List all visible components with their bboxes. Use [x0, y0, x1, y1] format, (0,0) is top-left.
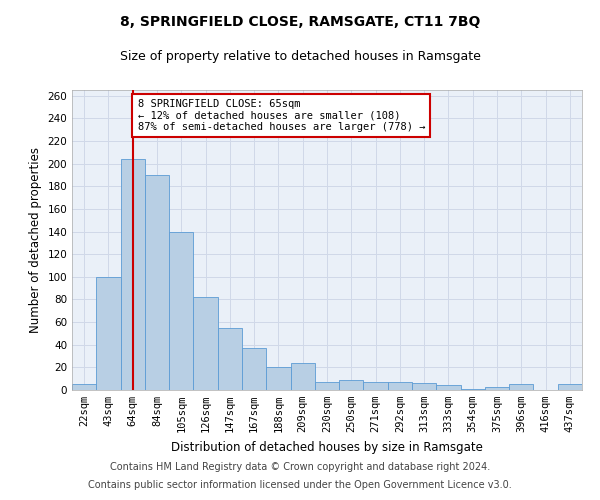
- Bar: [461, 389, 485, 390]
- Bar: [266, 368, 290, 390]
- Bar: [242, 348, 266, 390]
- Bar: [169, 232, 193, 390]
- Text: Contains public sector information licensed under the Open Government Licence v3: Contains public sector information licen…: [88, 480, 512, 490]
- Bar: [218, 328, 242, 390]
- Bar: [509, 384, 533, 390]
- Y-axis label: Number of detached properties: Number of detached properties: [29, 147, 42, 333]
- Bar: [72, 384, 96, 390]
- Bar: [388, 382, 412, 390]
- Bar: [436, 386, 461, 390]
- Bar: [145, 175, 169, 390]
- Bar: [193, 297, 218, 390]
- X-axis label: Distribution of detached houses by size in Ramsgate: Distribution of detached houses by size …: [171, 440, 483, 454]
- Bar: [558, 384, 582, 390]
- Bar: [121, 159, 145, 390]
- Bar: [485, 386, 509, 390]
- Bar: [96, 277, 121, 390]
- Bar: [315, 382, 339, 390]
- Bar: [339, 380, 364, 390]
- Bar: [412, 383, 436, 390]
- Bar: [290, 363, 315, 390]
- Text: 8 SPRINGFIELD CLOSE: 65sqm
← 12% of detached houses are smaller (108)
87% of sem: 8 SPRINGFIELD CLOSE: 65sqm ← 12% of deta…: [137, 99, 425, 132]
- Bar: [364, 382, 388, 390]
- Text: 8, SPRINGFIELD CLOSE, RAMSGATE, CT11 7BQ: 8, SPRINGFIELD CLOSE, RAMSGATE, CT11 7BQ: [120, 15, 480, 29]
- Text: Contains HM Land Registry data © Crown copyright and database right 2024.: Contains HM Land Registry data © Crown c…: [110, 462, 490, 472]
- Text: Size of property relative to detached houses in Ramsgate: Size of property relative to detached ho…: [119, 50, 481, 63]
